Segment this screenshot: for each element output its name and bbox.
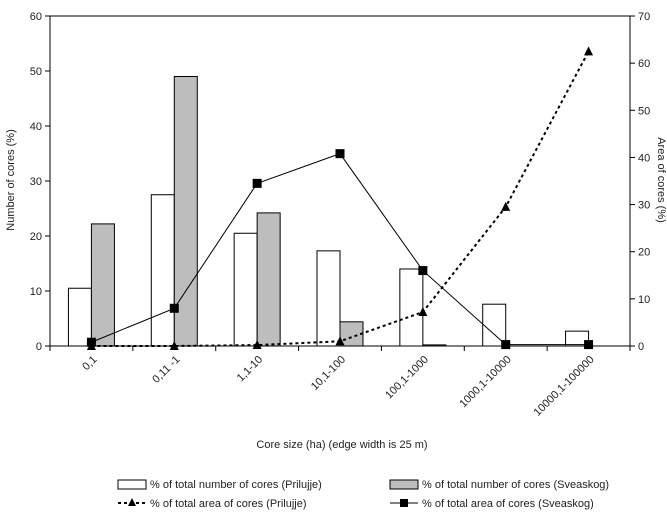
bar <box>316 250 341 347</box>
y-tick-label: 60 <box>30 11 42 23</box>
square-marker <box>335 149 345 159</box>
square-marker <box>418 266 428 276</box>
legend-label: % of total area of cores (Sveaskog) <box>422 498 594 510</box>
triangle-marker <box>252 340 262 350</box>
square-marker <box>501 340 511 350</box>
legend-label: % of total area of cores (Prilujje) <box>150 498 307 510</box>
y-tick-label: 20 <box>30 231 42 243</box>
y2-tick-label: 0 <box>638 341 644 353</box>
triangle-marker <box>584 46 594 56</box>
legend-triangle-marker <box>128 498 136 506</box>
legend-swatch <box>117 479 147 490</box>
bar <box>256 212 281 347</box>
x-tick-label: 10000,1-100000 <box>532 354 597 419</box>
y-tick-label: 0 <box>36 341 42 353</box>
bars <box>67 76 590 347</box>
y-tick-label: 50 <box>30 66 42 78</box>
y-tick-label: 40 <box>30 121 42 133</box>
bar <box>67 287 92 347</box>
triangle-marker <box>335 336 345 346</box>
legend: % of total number of cores (Prilujje) % o… <box>117 479 609 510</box>
x-tick-label: 0,1 <box>80 354 99 373</box>
x-tick-label: 1000,1-10000 <box>457 354 514 411</box>
triangle-marker <box>418 307 428 317</box>
bar <box>90 223 115 347</box>
triangle-marker <box>169 341 179 350</box>
bar <box>173 76 198 347</box>
legend-square-marker <box>400 499 408 507</box>
bar <box>482 303 507 347</box>
x-tick-label: 100,1-1000 <box>383 354 431 402</box>
bar <box>233 232 258 347</box>
bar <box>150 194 175 347</box>
x-tick-label: 1,1-10 <box>235 354 266 385</box>
legend-label: % of total number of cores (Sveaskog) <box>422 479 609 491</box>
x-tick-label: 10,1-100 <box>309 354 348 393</box>
y-tick-label: 30 <box>30 176 42 188</box>
y2-tick-label: 30 <box>638 200 650 212</box>
legend-label: % of total number of cores (Prilujje) <box>150 479 322 491</box>
bar <box>339 321 364 347</box>
y2-tick-label: 50 <box>638 105 650 117</box>
y2-tick-label: 10 <box>638 294 650 306</box>
x-tick-label: 0,11 -1 <box>150 354 182 386</box>
y2-tick-label: 70 <box>638 11 650 23</box>
x-axis-title: Core size (ha) (edge width is 25 m) <box>256 439 427 451</box>
triangle-marker <box>501 201 511 211</box>
y2-tick-label: 20 <box>638 247 650 259</box>
legend-swatch <box>389 479 419 490</box>
bar <box>565 330 590 347</box>
square-marker <box>584 340 594 350</box>
y2-tick-label: 60 <box>638 58 650 70</box>
lines <box>86 46 594 350</box>
square-marker <box>86 337 96 347</box>
y-tick-label: 10 <box>30 286 42 298</box>
y2-axis-title: Area of cores (%) <box>655 137 667 223</box>
axes: 0 10 20 30 40 50 60 0 10 20 30 40 50 60 70 0,1 0,11 -1 1,… <box>30 11 651 419</box>
bar <box>399 268 424 347</box>
square-marker <box>169 303 179 313</box>
y2-tick-label: 40 <box>638 152 650 164</box>
y-axis-title: Number of cores (%) <box>5 129 17 230</box>
square-marker <box>252 178 262 188</box>
bar <box>422 344 447 347</box>
